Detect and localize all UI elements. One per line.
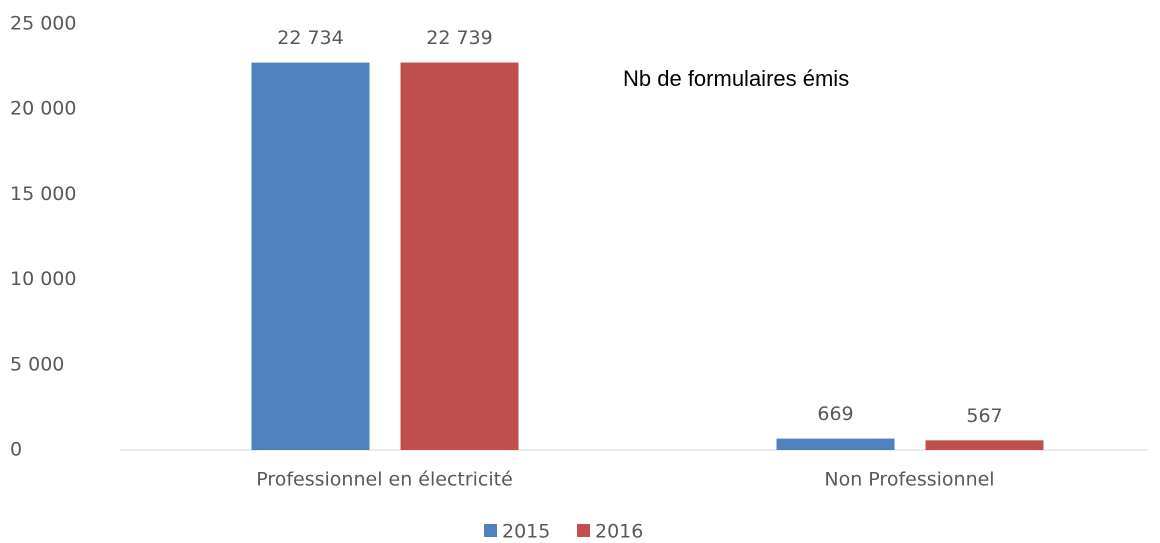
y-tick-label: 0	[10, 439, 22, 461]
x-tick-label: Professionnel en électricité	[256, 469, 513, 491]
annotation: Nb de formulaires émis	[623, 66, 849, 91]
y-tick-label: 15 000	[10, 183, 76, 205]
legend-swatch	[577, 524, 590, 537]
y-tick-label: 20 000	[10, 98, 76, 120]
legend-label: 2016	[595, 521, 643, 543]
legend-swatch	[484, 524, 497, 537]
y-tick-label: 5 000	[10, 353, 64, 375]
value-label: 669	[817, 403, 853, 425]
bar	[776, 438, 895, 450]
bar	[925, 440, 1044, 450]
bar	[400, 62, 519, 451]
legend-label: 2015	[502, 521, 550, 543]
value-label: 22 734	[277, 27, 343, 49]
value-label: 22 739	[426, 27, 492, 49]
x-tick-label: Non Professionnel	[824, 469, 994, 491]
y-tick-label: 25 000	[10, 13, 76, 35]
y-tick-label: 10 000	[10, 268, 76, 290]
bar	[251, 62, 370, 450]
value-label: 567	[966, 405, 1002, 427]
